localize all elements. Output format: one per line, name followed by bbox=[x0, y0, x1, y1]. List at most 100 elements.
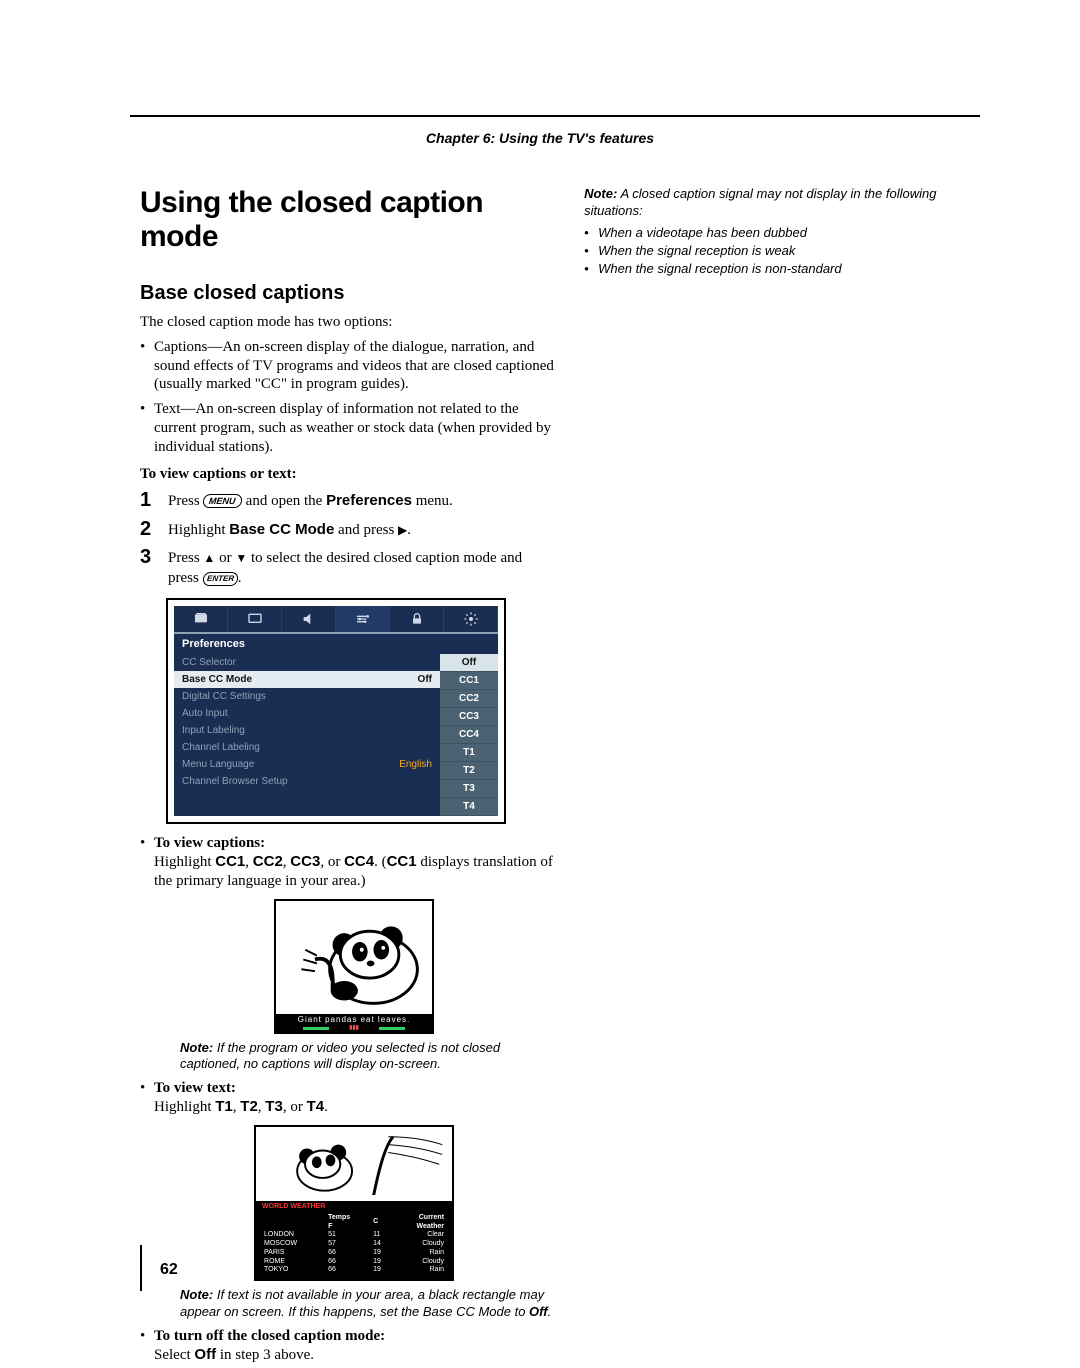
col-label: Temps bbox=[328, 1214, 350, 1221]
panda-tree-icon bbox=[256, 1127, 452, 1196]
osd-option: T1 bbox=[440, 744, 498, 762]
osd-option: T2 bbox=[440, 762, 498, 780]
note-text: A closed caption signal may not display … bbox=[584, 186, 936, 218]
osd-row-label: Auto Input bbox=[182, 708, 228, 719]
osd-tab-setup-icon bbox=[444, 606, 498, 632]
t-code: T1 bbox=[215, 1098, 233, 1115]
sep: , or bbox=[320, 854, 344, 870]
step-3: Press ▲ or ▼ to select the desired close… bbox=[140, 548, 554, 589]
note-text: . bbox=[548, 1304, 552, 1319]
sub-procedure-list: To view captions: Highlight CC1, CC2, CC… bbox=[140, 834, 554, 1364]
down-arrow-icon: ▼ bbox=[235, 551, 247, 565]
osd-menu: Preferences CC Selector Base CC Mode Off … bbox=[174, 606, 498, 816]
cc-code: CC2 bbox=[253, 853, 283, 870]
step-text: Press bbox=[168, 550, 203, 566]
note-block: Note: If text is not available in your a… bbox=[180, 1287, 554, 1321]
sub-head: To turn off the closed caption mode: bbox=[154, 1328, 385, 1344]
step-text: Press bbox=[168, 493, 203, 509]
weather-row: LONDON5111Clear bbox=[262, 1231, 446, 1240]
step-text: . bbox=[238, 570, 242, 586]
gutter-rule bbox=[140, 1245, 142, 1291]
right-note-item: When the signal reception is weak bbox=[584, 242, 950, 260]
col-sub: Weather bbox=[417, 1223, 445, 1230]
step-text: and press bbox=[334, 522, 398, 538]
col-current: Current Weather bbox=[392, 1214, 447, 1232]
text: in step 3 above. bbox=[216, 1347, 314, 1363]
wx: Clear bbox=[392, 1231, 447, 1240]
sep: , or bbox=[283, 1099, 307, 1115]
page-title: Using the closed caption mode bbox=[140, 186, 554, 254]
col-sub: F bbox=[328, 1223, 332, 1230]
progress-bar-icon: ▮▮▮ bbox=[276, 1026, 432, 1032]
weather-text-overlay: WORLD WEATHER TempsF C CurrentWeather LO… bbox=[256, 1201, 452, 1279]
osd-row: Auto Input bbox=[174, 705, 440, 722]
right-note-item: When a videotape has been dubbed bbox=[584, 224, 950, 242]
right-note-list: When a videotape has been dubbed When th… bbox=[584, 224, 950, 279]
osd-row: Digital CC Settings bbox=[174, 688, 440, 705]
osd-row: Channel Labeling bbox=[174, 739, 440, 756]
panda-icon bbox=[276, 901, 432, 1008]
view-captions-item: To view captions: Highlight CC1, CC2, CC… bbox=[140, 834, 554, 1073]
turn-off-item: To turn off the closed caption mode: Sel… bbox=[140, 1327, 554, 1365]
city: PARIS bbox=[262, 1249, 326, 1258]
col-label: Current bbox=[419, 1214, 444, 1221]
step-text: and open the bbox=[242, 493, 326, 509]
weather-row: MOSCOW5714Cloudy bbox=[262, 1240, 446, 1249]
procedure-heading: To view captions or text: bbox=[140, 466, 554, 483]
osd-row-label: Channel Labeling bbox=[182, 742, 260, 753]
osd-option: CC3 bbox=[440, 708, 498, 726]
c: 11 bbox=[371, 1231, 391, 1240]
weather-table: TempsF C CurrentWeather LONDON5111Clear … bbox=[262, 1214, 446, 1275]
osd-option: T3 bbox=[440, 780, 498, 798]
osd-row: Menu LanguageEnglish bbox=[174, 756, 440, 773]
note-bold: Off bbox=[529, 1304, 548, 1319]
osd-row-label: CC Selector bbox=[182, 657, 236, 668]
step-text: or bbox=[215, 550, 235, 566]
cc-code: CC3 bbox=[290, 853, 320, 870]
text: . bbox=[324, 1099, 328, 1115]
osd-row-value: Off bbox=[418, 674, 432, 685]
step-text: menu. bbox=[412, 493, 453, 509]
osd-row-selected: Base CC Mode Off bbox=[174, 671, 440, 688]
osd-pad bbox=[174, 790, 440, 806]
intro-text: The closed caption mode has two options: bbox=[140, 313, 554, 332]
page-number: 62 bbox=[160, 1261, 178, 1279]
option-item: Text—An on-screen display of information… bbox=[140, 400, 554, 456]
osd-option: CC1 bbox=[440, 672, 498, 690]
top-rule bbox=[130, 115, 980, 117]
sep: , bbox=[245, 854, 253, 870]
steps-list: Press MENU and open the Preferences menu… bbox=[140, 491, 554, 588]
note-label: Note: bbox=[180, 1287, 213, 1302]
osd-row-label: Input Labeling bbox=[182, 725, 245, 736]
osd-row-label: Digital CC Settings bbox=[182, 691, 266, 702]
text: Select bbox=[154, 1347, 194, 1363]
osd-row-label: Menu Language bbox=[182, 759, 254, 770]
note-label: Note: bbox=[584, 186, 617, 201]
c: 19 bbox=[371, 1258, 391, 1267]
cc-code: CC1 bbox=[215, 853, 245, 870]
osd-option: CC2 bbox=[440, 690, 498, 708]
text: . ( bbox=[374, 854, 387, 870]
osd-option: T4 bbox=[440, 798, 498, 816]
city: ROME bbox=[262, 1258, 326, 1267]
view-text-item: To view text: Highlight T1, T2, T3, or T… bbox=[140, 1079, 554, 1321]
chapter-header: Chapter 6: Using the TV's features bbox=[60, 130, 1020, 146]
t-code: T4 bbox=[307, 1098, 325, 1115]
note-text: If the program or video you selected is … bbox=[180, 1040, 500, 1072]
weather-row: PARIS6619Rain bbox=[262, 1249, 446, 1258]
osd-tab-lock-icon bbox=[390, 606, 444, 632]
osd-body: CC Selector Base CC Mode Off Digital CC S… bbox=[174, 654, 498, 816]
wx: Rain bbox=[392, 1266, 447, 1275]
osd-row-label: Channel Browser Setup bbox=[182, 776, 288, 787]
osd-left-list: CC Selector Base CC Mode Off Digital CC S… bbox=[174, 654, 440, 816]
osd-section-title: Preferences bbox=[174, 634, 498, 654]
osd-tabbar bbox=[174, 606, 498, 634]
text: Highlight bbox=[154, 854, 215, 870]
osd-row-label: Base CC Mode bbox=[182, 674, 252, 685]
sub-head: To view text: bbox=[154, 1080, 236, 1096]
option-item: Captions—An on-screen display of the dia… bbox=[140, 338, 554, 394]
wx: Cloudy bbox=[392, 1258, 447, 1267]
osd-row: Channel Browser Setup bbox=[174, 773, 440, 790]
option-list: Captions—An on-screen display of the dia… bbox=[140, 338, 554, 457]
city: LONDON bbox=[262, 1231, 326, 1240]
